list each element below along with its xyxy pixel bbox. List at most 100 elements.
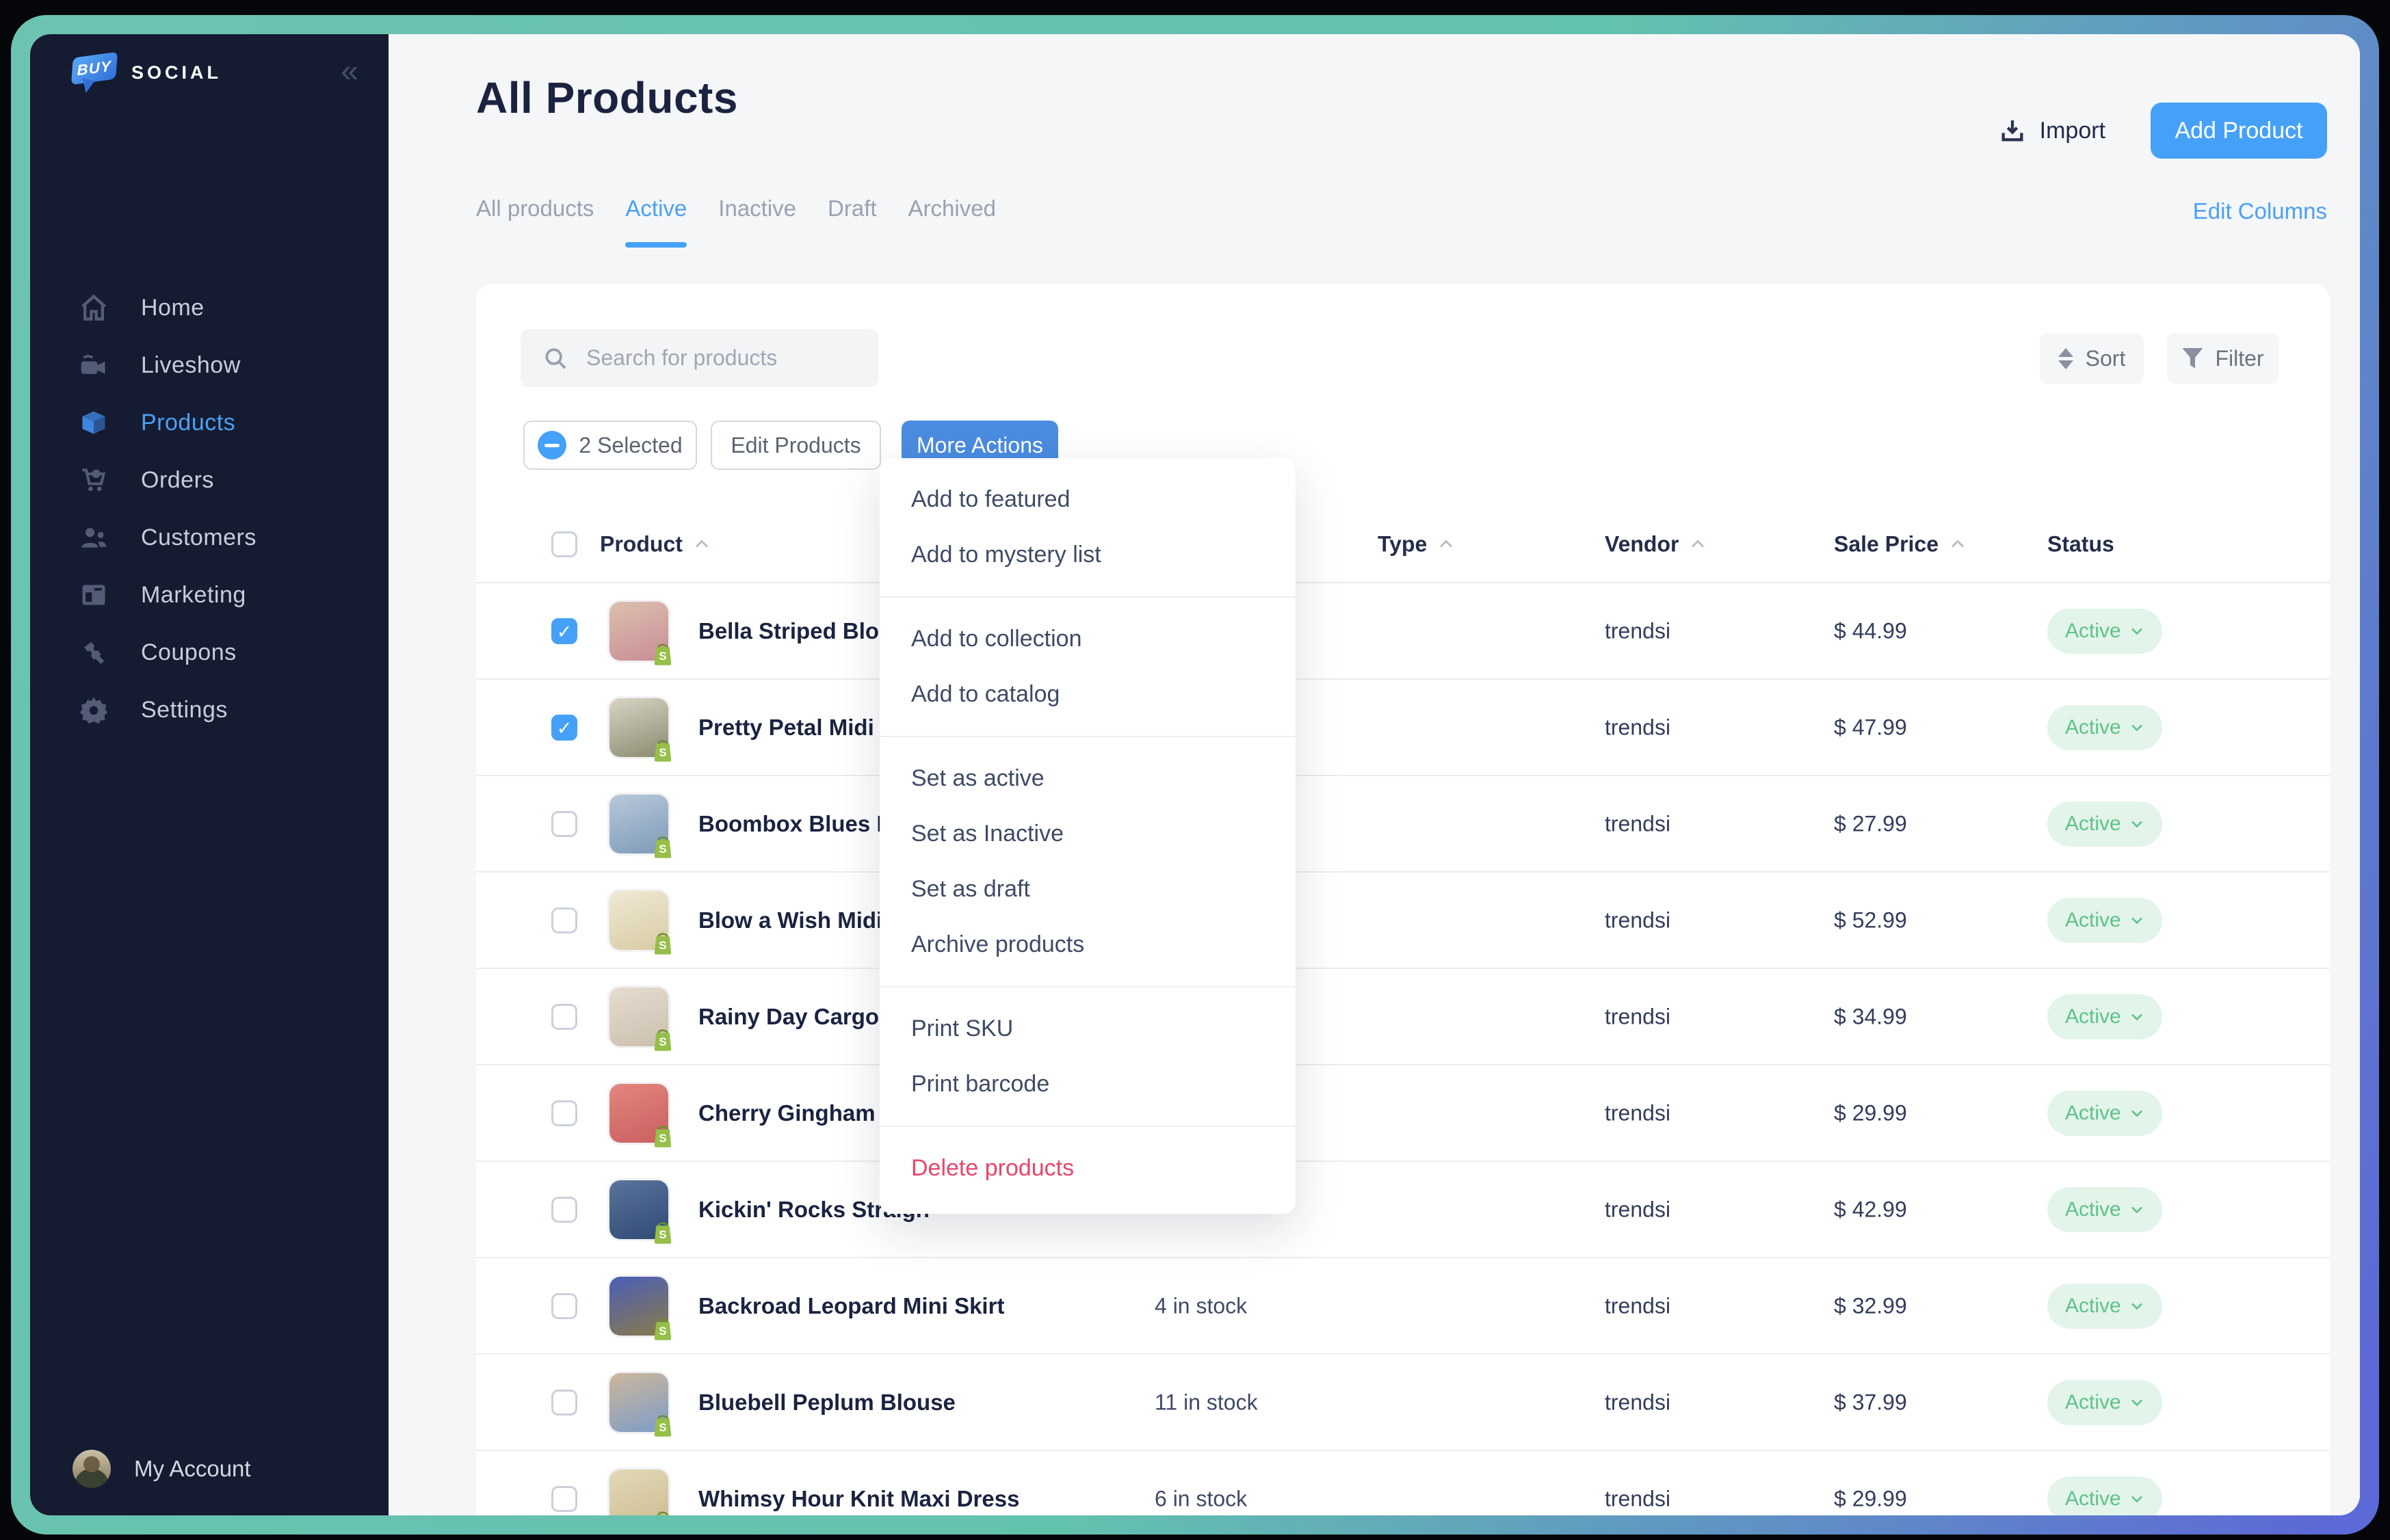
menu-divider xyxy=(880,1126,1296,1127)
product-name[interactable]: Cherry Gingham Ba xyxy=(698,1100,910,1126)
menu-divider xyxy=(880,736,1296,737)
add-product-button[interactable]: Add Product xyxy=(2151,103,2327,159)
tab-all-products[interactable]: All products xyxy=(476,196,594,221)
menu-item-add-to-featured[interactable]: Add to featured xyxy=(911,486,1071,512)
my-account-button[interactable]: My Account xyxy=(73,1450,251,1488)
product-price: $ 29.99 xyxy=(1834,1486,1907,1511)
selected-count-button[interactable]: 2 Selected xyxy=(523,421,697,470)
menu-item-archive-products[interactable]: Archive products xyxy=(911,931,1085,957)
search-input[interactable] xyxy=(586,345,860,371)
sidebar-nav: Home Liveshow Products Orders Customers xyxy=(30,279,389,739)
status-badge[interactable]: Active xyxy=(2047,1090,2162,1136)
row-checkbox[interactable] xyxy=(551,1196,577,1223)
product-stock: 4 in stock xyxy=(1155,1293,1248,1318)
product-search[interactable] xyxy=(521,329,878,387)
brand-name: SOCIAL xyxy=(131,62,222,83)
status-badge[interactable]: Active xyxy=(2047,1283,2162,1329)
row-checkbox[interactable] xyxy=(551,810,577,837)
sidebar-item-marketing[interactable]: Marketing xyxy=(30,566,389,624)
row-checkbox[interactable] xyxy=(551,1485,577,1512)
menu-item-print-sku[interactable]: Print SKU xyxy=(911,1015,1014,1041)
chevron-down-icon xyxy=(2131,1303,2142,1310)
table-row: ✓ S Pretty Petal Midi Dre trendsi $ 47.9… xyxy=(476,680,2330,776)
app-window: BUY SOCIAL « Home Liveshow Products xyxy=(11,15,2379,1535)
product-price: $ 44.99 xyxy=(1834,618,1907,643)
shopify-badge-icon: S xyxy=(656,1511,670,1515)
product-stock: 11 in stock xyxy=(1155,1390,1258,1414)
column-header-product[interactable]: Product xyxy=(600,531,710,557)
product-image: S xyxy=(609,1083,672,1147)
sidebar-item-label: Customers xyxy=(141,524,257,550)
status-badge[interactable]: Active xyxy=(2047,1476,2162,1515)
main-content: All Products Import Add Product All prod… xyxy=(389,34,2360,1515)
sidebar-item-liveshow[interactable]: Liveshow xyxy=(30,336,389,394)
row-checkbox[interactable] xyxy=(551,907,577,933)
menu-item-delete-products[interactable]: Delete products xyxy=(911,1155,1075,1181)
tab-draft[interactable]: Draft xyxy=(828,196,877,221)
row-checkbox[interactable] xyxy=(551,1389,577,1416)
chevron-down-icon xyxy=(2131,1496,2142,1502)
logo-buy-text: BUY xyxy=(77,57,112,79)
deselect-minus-icon xyxy=(538,431,567,460)
sidebar-item-label: Home xyxy=(141,294,205,321)
sidebar-item-products[interactable]: Products xyxy=(30,394,389,451)
collapse-sidebar-icon[interactable]: « xyxy=(341,53,358,88)
row-checkbox[interactable] xyxy=(551,1100,577,1126)
menu-item-set-as-draft[interactable]: Set as draft xyxy=(911,876,1030,902)
shopify-badge-icon: S xyxy=(654,932,672,955)
status-badge[interactable]: Active xyxy=(2047,801,2162,847)
sidebar-item-label: Orders xyxy=(141,466,214,493)
sidebar-item-settings[interactable]: Settings xyxy=(30,681,389,739)
table-row: S Blow a Wish Midi Dre trendsi $ 52.99 A… xyxy=(476,873,2330,969)
import-button[interactable]: Import xyxy=(1999,117,2105,144)
product-name[interactable]: Bluebell Peplum Blouse xyxy=(698,1389,956,1415)
menu-item-add-to-collection[interactable]: Add to collection xyxy=(911,626,1082,652)
status-tabs: All products Active Inactive Draft Archi… xyxy=(476,196,996,248)
menu-item-print-barcode[interactable]: Print barcode xyxy=(911,1071,1050,1097)
row-checkbox[interactable]: ✓ xyxy=(551,714,577,741)
sidebar-item-customers[interactable]: Customers xyxy=(30,509,389,566)
sidebar-item-home[interactable]: Home xyxy=(30,279,389,336)
svg-text:S: S xyxy=(659,1228,666,1241)
sidebar-item-coupons[interactable]: Coupons xyxy=(30,624,389,681)
product-name[interactable]: Whimsy Hour Knit Maxi Dress xyxy=(698,1485,1020,1511)
column-header-vendor[interactable]: Vendor xyxy=(1605,531,1706,557)
edit-products-button[interactable]: Edit Products xyxy=(711,421,881,470)
row-checkbox[interactable] xyxy=(551,1292,577,1319)
menu-item-set-as-active[interactable]: Set as active xyxy=(911,765,1045,791)
menu-item-add-to-mystery-list[interactable]: Add to mystery list xyxy=(911,542,1101,568)
svg-text:S: S xyxy=(659,939,666,952)
edit-columns-link[interactable]: Edit Columns xyxy=(2192,198,2327,224)
status-badge[interactable]: Active xyxy=(2047,608,2162,654)
table-row: S Backroad Leopard Mini Skirt 4 in stock… xyxy=(476,1258,2330,1355)
avatar xyxy=(73,1450,111,1488)
product-price: $ 29.99 xyxy=(1834,1100,1907,1125)
product-name[interactable]: Backroad Leopard Mini Skirt xyxy=(698,1292,1005,1318)
search-icon xyxy=(545,347,566,369)
menu-item-set-as-inactive[interactable]: Set as Inactive xyxy=(911,821,1064,847)
column-header-sale-price[interactable]: Sale Price xyxy=(1834,531,1966,557)
product-image: S xyxy=(609,601,672,665)
row-checkbox[interactable]: ✓ xyxy=(551,618,577,644)
status-badge[interactable]: Active xyxy=(2047,704,2162,750)
sidebar-item-label: Coupons xyxy=(141,639,237,665)
filter-button[interactable]: Filter xyxy=(2167,333,2279,384)
status-badge[interactable]: Active xyxy=(2047,1186,2162,1232)
select-all-checkbox[interactable] xyxy=(551,531,577,557)
table-body: ✓ S Bella Striped Blouse trendsi $ 44.99… xyxy=(476,583,2330,1515)
product-vendor: trendsi xyxy=(1605,1197,1671,1221)
tab-archived[interactable]: Archived xyxy=(908,196,996,221)
tab-inactive[interactable]: Inactive xyxy=(718,196,797,221)
tab-active[interactable]: Active xyxy=(625,196,687,248)
status-badge[interactable]: Active xyxy=(2047,1379,2162,1425)
menu-item-add-to-catalog[interactable]: Add to catalog xyxy=(911,681,1060,707)
video-camera-icon xyxy=(78,349,109,381)
row-checkbox[interactable] xyxy=(551,1003,577,1030)
status-badge[interactable]: Active xyxy=(2047,897,2162,943)
column-header-type[interactable]: Type xyxy=(1378,531,1454,557)
sidebar-item-orders[interactable]: Orders xyxy=(30,451,389,509)
status-badge[interactable]: Active xyxy=(2047,994,2162,1039)
sort-button[interactable]: Sort xyxy=(2040,333,2144,384)
box-icon xyxy=(78,407,109,438)
column-header-status: Status xyxy=(2047,531,2114,556)
